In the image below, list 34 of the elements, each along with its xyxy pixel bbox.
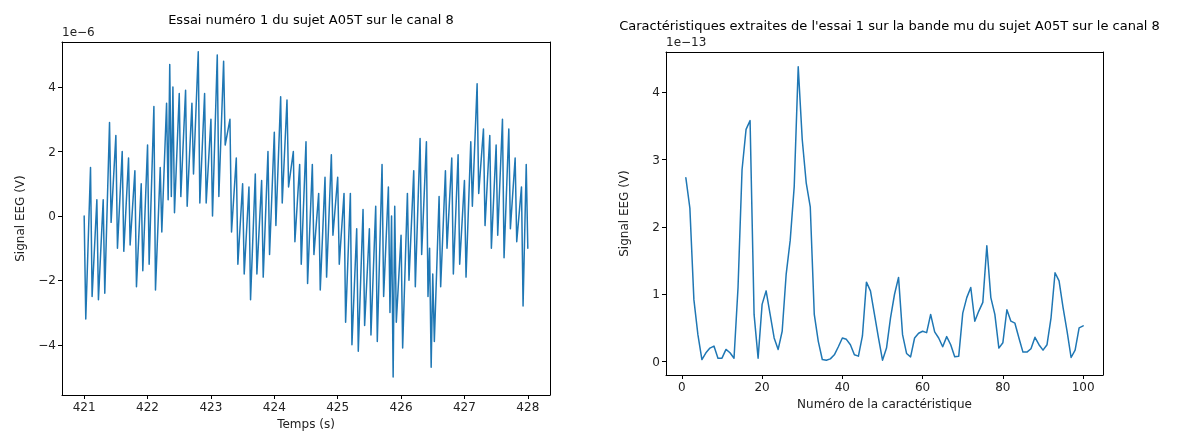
x-tick-label: 425 xyxy=(326,400,350,414)
y-tick-label: 4 xyxy=(652,85,660,100)
y-tick-label: 4 xyxy=(48,80,56,95)
x-tick-label: 20 xyxy=(754,380,770,394)
text: 1e−13 xyxy=(666,35,707,49)
chart-title: Essai numéro 1 du sujet A05T sur le canal 8 xyxy=(168,12,454,27)
y-tick-label: 0 xyxy=(48,208,56,223)
x-tick-label: 427 xyxy=(452,400,476,414)
x-tick-label: 423 xyxy=(199,400,223,414)
y-tick-label: 0 xyxy=(652,354,660,369)
x-tick-label: 428 xyxy=(516,400,540,414)
y-axis-title: Signal EEG (V) xyxy=(13,175,27,262)
x-tick-label: 421 xyxy=(72,400,96,414)
line-series xyxy=(83,50,529,378)
text: 1e−6 xyxy=(62,25,95,39)
x-tick-label: 0 xyxy=(678,380,686,394)
y-axis-title: Signal EEG (V) xyxy=(617,170,631,257)
y-tick-label: 2 xyxy=(48,144,56,159)
x-tick-label: 424 xyxy=(262,400,286,414)
x-tick-label: 426 xyxy=(389,400,413,414)
x-tick-label: 80 xyxy=(995,380,1011,394)
y-tick-label: 1 xyxy=(652,287,660,302)
x-tick-label: 422 xyxy=(136,400,160,414)
x-axis-title: Numéro de la caractéristique xyxy=(797,396,972,411)
y-tick-label: −4 xyxy=(38,337,56,352)
y-tick-label: −2 xyxy=(38,273,56,288)
x-tick-label: 40 xyxy=(834,380,851,394)
x-tick-label: 60 xyxy=(914,380,931,394)
y-tick-label: 3 xyxy=(652,152,660,167)
y-tick-label: 2 xyxy=(652,219,660,234)
line-series xyxy=(685,66,1084,361)
x-axis-title: Temps (s) xyxy=(276,416,335,431)
x-tick-label: 100 xyxy=(1071,380,1095,394)
chart-title: Caractéristiques extraites de l'essai 1 sur la bande mu du sujet A05T sur le canal 8 xyxy=(619,18,1160,33)
